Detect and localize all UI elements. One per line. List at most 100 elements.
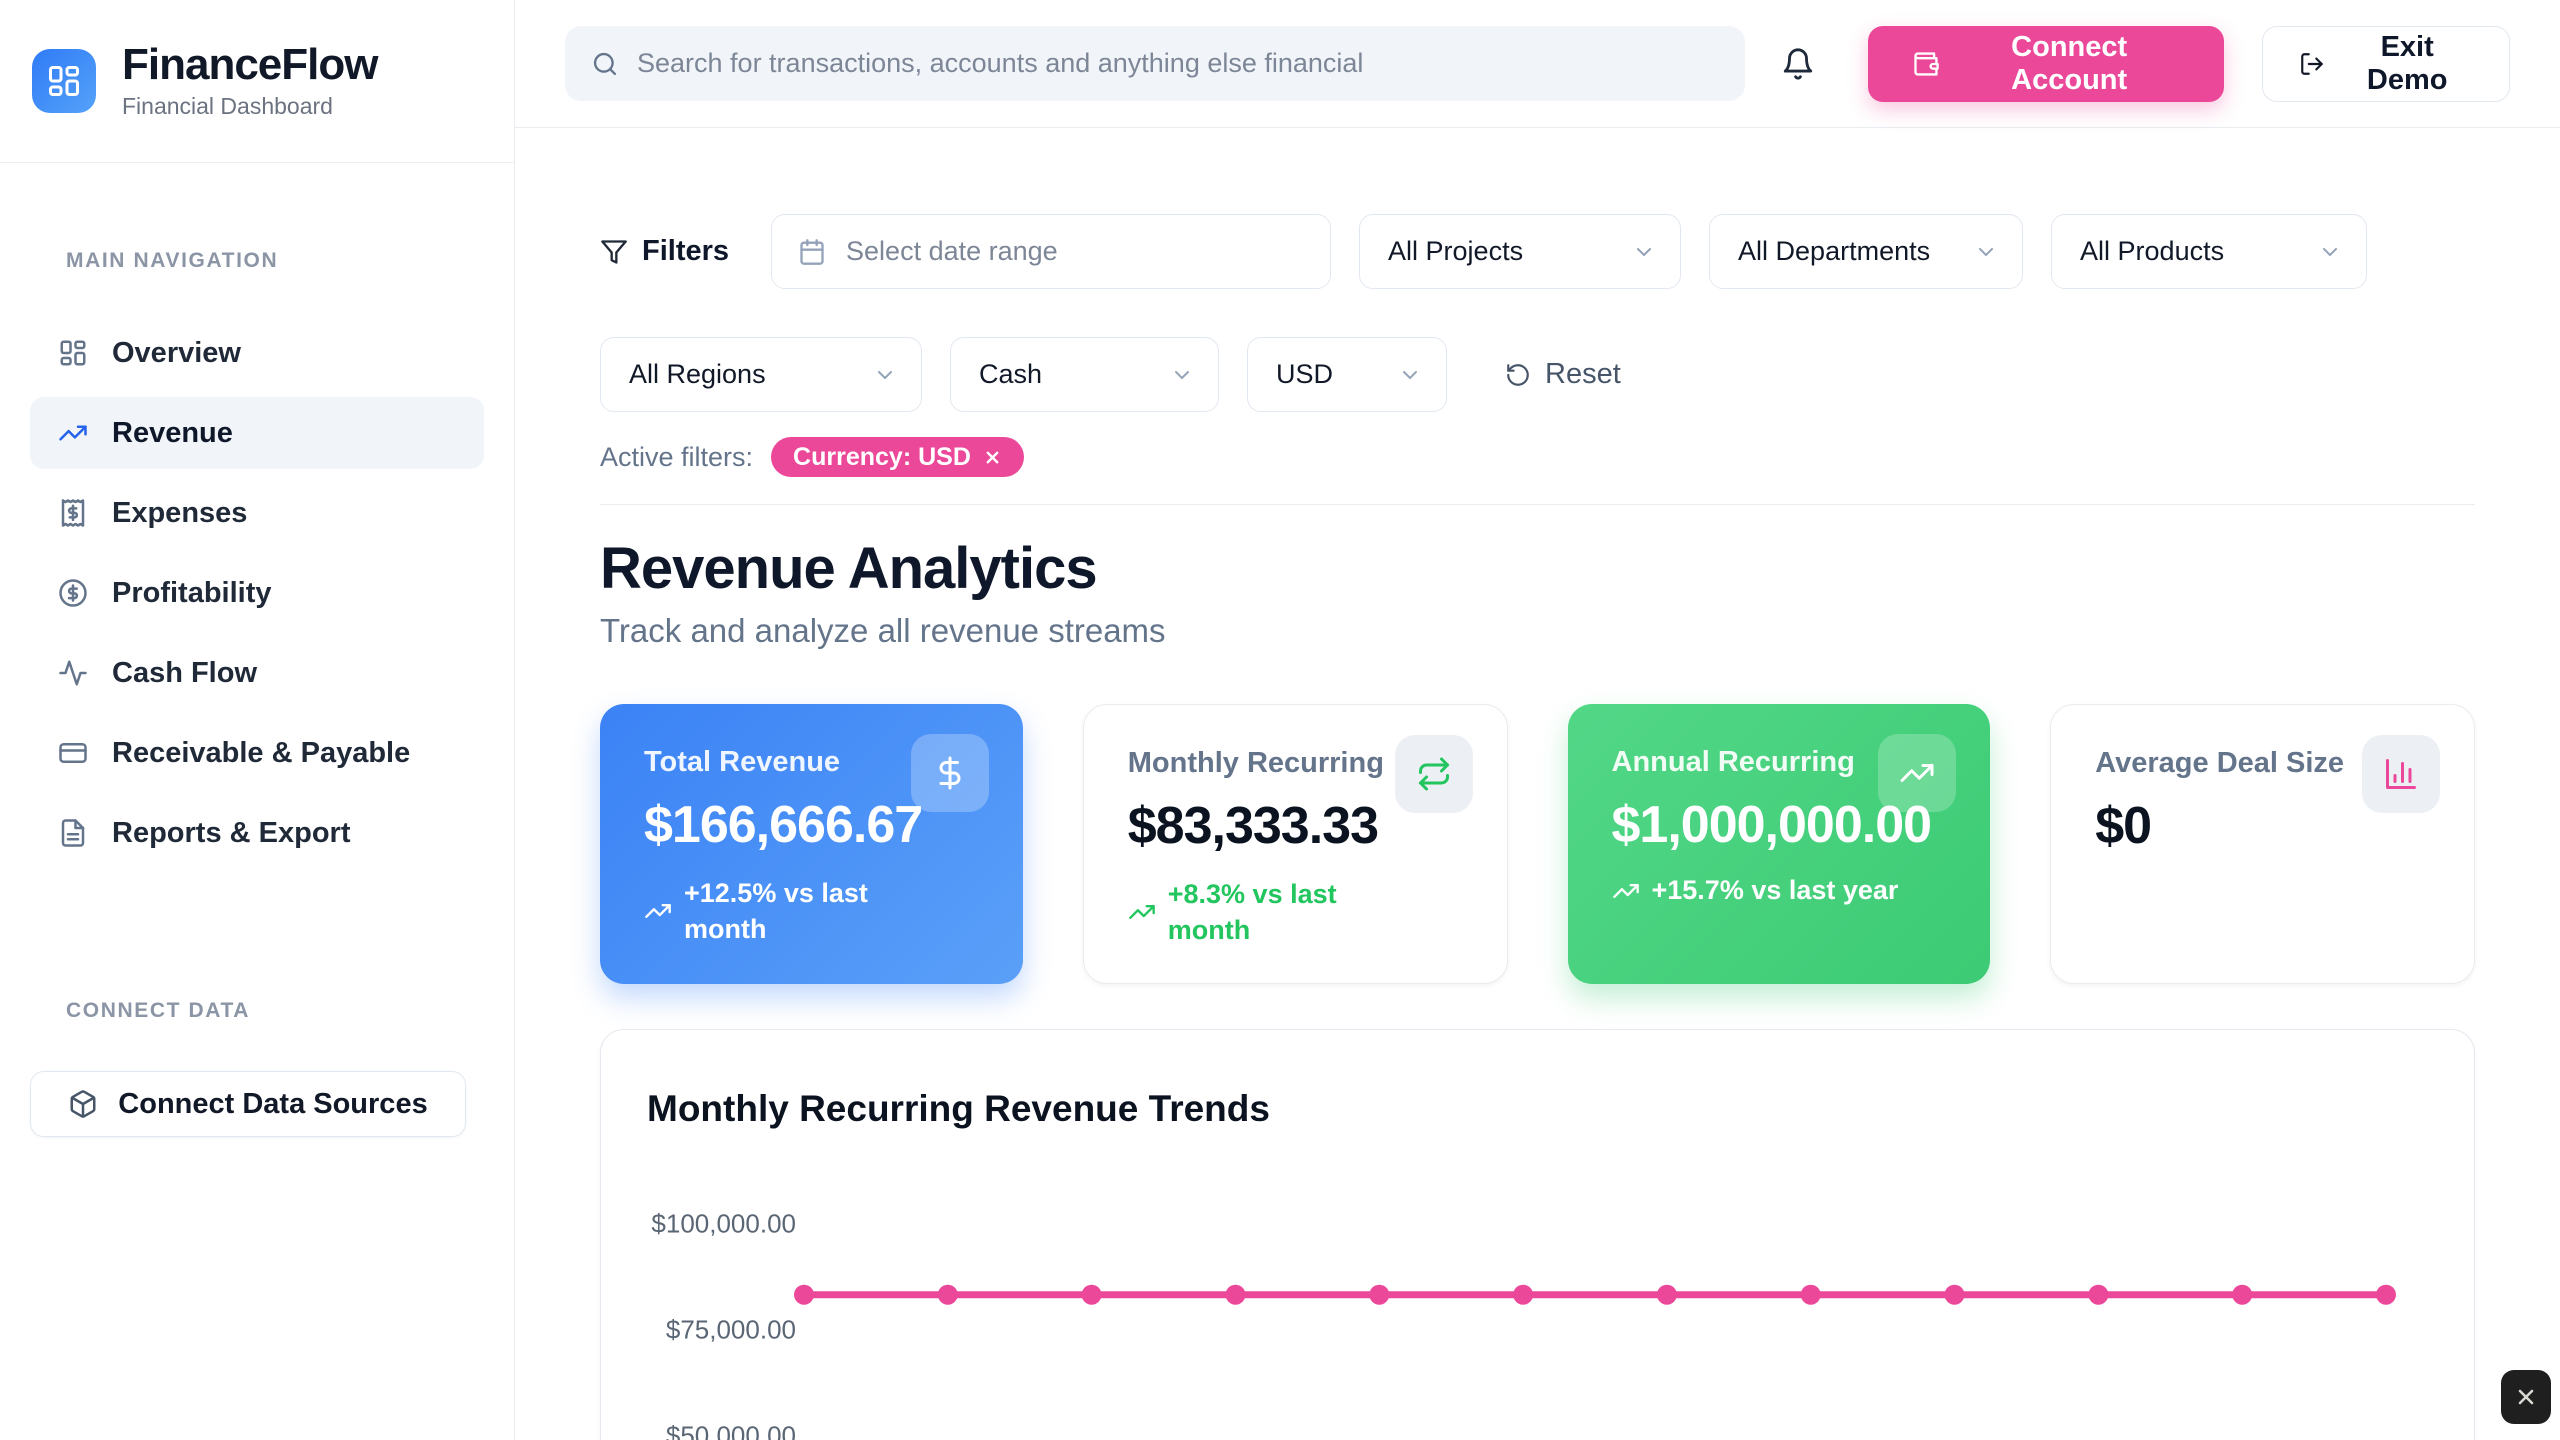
y-axis-tick-label: $100,000.00 xyxy=(651,1208,796,1239)
connect-data-sources-button[interactable]: Connect Data Sources xyxy=(30,1071,466,1137)
data-point[interactable] xyxy=(1656,1284,1677,1305)
departments-select[interactable]: All Departments xyxy=(1709,214,2024,289)
y-axis-tick-label: $75,000.00 xyxy=(665,1314,796,1345)
sidebar-item-receivable-payable[interactable]: Receivable & Payable xyxy=(30,717,484,789)
file-text-icon xyxy=(61,819,85,847)
chevron-down-icon xyxy=(1979,247,1994,256)
sidebar-item-cash-flow[interactable]: Cash Flow xyxy=(30,637,484,709)
products-select[interactable]: All Products xyxy=(2051,214,2368,289)
dollar-circle-icon xyxy=(59,579,87,607)
bell-icon xyxy=(1783,48,1812,80)
regions-select-value: All Regions xyxy=(629,359,766,389)
regions-select[interactable]: All Regions xyxy=(600,337,922,412)
topbar: Connect Account Exit Demo xyxy=(515,0,2560,128)
active-filters-label: Active filters: xyxy=(600,441,754,472)
notifications-button[interactable] xyxy=(1777,42,1818,86)
connect-data-sources-label: Connect Data Sources xyxy=(118,1087,428,1120)
chevron-down-icon xyxy=(2323,247,2338,256)
data-point[interactable] xyxy=(2088,1284,2109,1305)
app-name: FinanceFlow xyxy=(122,40,378,90)
sidebar-item-label: Receivable & Payable xyxy=(112,736,411,769)
reset-filters-button[interactable]: Reset xyxy=(1505,358,1621,391)
rotate-ccw-icon xyxy=(1507,363,1529,386)
section-divider xyxy=(600,504,2475,505)
stat-value: $0 xyxy=(2095,797,2152,855)
entry-type-select[interactable]: Cash xyxy=(950,337,1219,412)
data-point[interactable] xyxy=(794,1284,814,1305)
date-range-picker[interactable]: Select date range xyxy=(771,214,1332,289)
exit-demo-button[interactable]: Exit Demo xyxy=(2262,25,2510,102)
stat-trend: +8.3% vs last month xyxy=(1128,876,1463,949)
main-content: Filters Select date range All Projects A… xyxy=(600,128,2475,1440)
nav-section-label-connect: CONNECT DATA xyxy=(66,999,251,1022)
date-range-placeholder: Select date range xyxy=(846,236,1058,266)
currency-select[interactable]: USD xyxy=(1247,337,1447,412)
data-point[interactable] xyxy=(937,1284,958,1305)
sidebar-item-reports-export[interactable]: Reports & Export xyxy=(30,797,484,869)
app-logo-icon xyxy=(32,49,96,113)
data-point[interactable] xyxy=(1369,1284,1390,1305)
sidebar-item-label: Expenses xyxy=(112,496,248,529)
chevron-down-icon xyxy=(1637,247,1652,256)
data-point[interactable] xyxy=(1225,1284,1246,1305)
stat-card-average-deal-size[interactable]: Average Deal Size $0 xyxy=(2050,704,2475,984)
stat-value: $83,333.33 xyxy=(1127,797,1379,855)
sidebar-item-label: Profitability xyxy=(112,576,272,609)
search-input[interactable] xyxy=(637,48,1719,79)
data-point[interactable] xyxy=(2376,1284,2396,1305)
close-icon xyxy=(2518,1389,2534,1405)
trending-up-icon xyxy=(1612,883,1639,898)
overlay-close-button[interactable] xyxy=(2501,1370,2551,1424)
app-subtitle: Financial Dashboard xyxy=(122,92,333,119)
trending-up-icon xyxy=(645,904,671,919)
trending-up-icon xyxy=(1878,734,1957,812)
sidebar-item-label: Revenue xyxy=(112,416,233,449)
sidebar-item-label: Overview xyxy=(112,336,241,369)
data-point[interactable] xyxy=(1800,1284,1821,1305)
stat-trend: +12.5% vs last month xyxy=(644,875,979,948)
products-select-value: All Products xyxy=(2080,236,2225,266)
projects-select[interactable]: All Projects xyxy=(1359,214,1682,289)
dollar-icon xyxy=(910,734,989,812)
stat-card-annual-recurring[interactable]: Annual Recurring $1,000,000.00 +15.7% vs… xyxy=(1567,704,1991,984)
data-point[interactable] xyxy=(2232,1284,2253,1305)
reset-filters-label: Reset xyxy=(1545,358,1621,390)
active-filter-chip-currency[interactable]: Currency: USD xyxy=(771,437,1024,477)
data-point[interactable] xyxy=(1944,1284,1965,1305)
stat-label: Annual Recurring xyxy=(1611,746,1855,778)
mrr-line-chart: $100,000.00 $75,000.00 $50,000.00 xyxy=(601,1030,2474,1440)
stat-label: Average Deal Size xyxy=(2095,747,2345,779)
sidebar-item-label: Cash Flow xyxy=(112,656,258,689)
data-point[interactable] xyxy=(1081,1284,1102,1305)
active-filter-chip-label: Currency: USD xyxy=(793,442,971,471)
sidebar-item-revenue[interactable]: Revenue xyxy=(30,397,484,469)
global-search[interactable] xyxy=(565,26,1745,101)
stat-card-total-revenue[interactable]: Total Revenue $166,666.67 +12.5% vs last… xyxy=(600,704,1023,984)
receipt-icon xyxy=(61,499,85,527)
bar-chart-icon xyxy=(2362,735,2440,813)
filters-row-2: All Regions Cash USD Reset xyxy=(600,337,2475,412)
chevron-down-icon xyxy=(878,370,892,379)
filters-title: Filters xyxy=(600,235,729,268)
exit-demo-label: Exit Demo xyxy=(2366,30,2448,96)
trending-up-icon xyxy=(59,425,87,441)
connect-account-button[interactable]: Connect Account xyxy=(1868,25,2225,102)
stat-card-monthly-recurring[interactable]: Monthly Recurring $83,333.33 +8.3% vs la… xyxy=(1082,704,1508,984)
dashboard-icon xyxy=(60,340,86,366)
filters-row-1: Filters Select date range All Projects A… xyxy=(600,214,2475,289)
departments-select-value: All Departments xyxy=(1738,236,1931,266)
chart-title: Monthly Recurring Revenue Trends xyxy=(647,1088,1270,1129)
stat-label: Monthly Recurring xyxy=(1127,747,1384,779)
close-icon[interactable] xyxy=(983,448,1002,467)
search-icon xyxy=(593,52,617,75)
stat-value: $1,000,000.00 xyxy=(1611,796,1933,854)
stat-label: Total Revenue xyxy=(644,746,841,778)
sidebar-item-overview[interactable]: Overview xyxy=(30,317,484,389)
repeat-icon xyxy=(1394,735,1473,813)
sidebar-item-label: Reports & Export xyxy=(112,816,351,849)
sidebar-item-expenses[interactable]: Expenses xyxy=(30,477,484,549)
sidebar-item-profitability[interactable]: Profitability xyxy=(30,557,484,629)
filters-label: Filters xyxy=(642,235,730,267)
data-point[interactable] xyxy=(1513,1284,1534,1305)
